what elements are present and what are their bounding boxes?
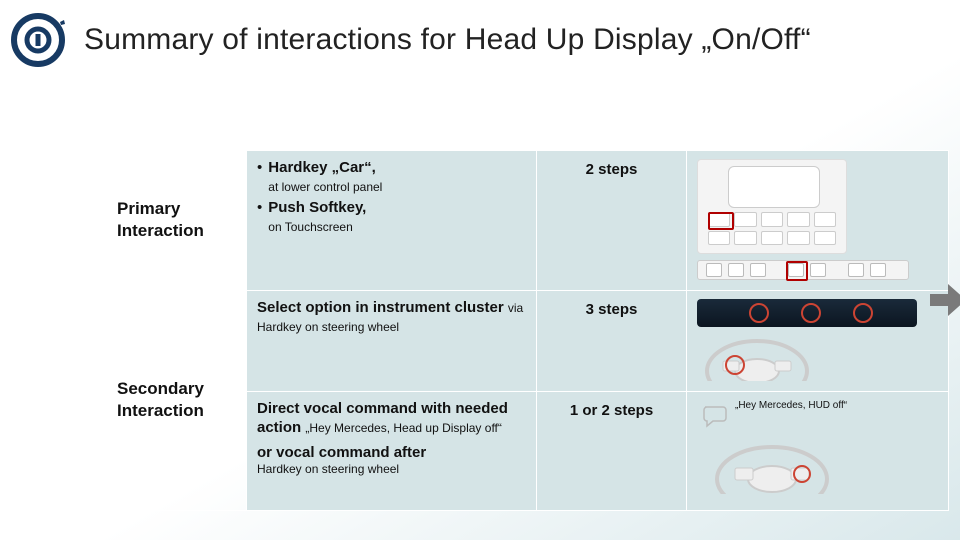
primary-bullet1-sub: at lower control panel xyxy=(268,180,382,195)
instrument-cluster-thumb-icon xyxy=(697,299,917,327)
touchscreen-thumb-icon xyxy=(697,159,847,254)
bullet-icon: • xyxy=(257,159,262,195)
interaction-table: Primary Interaction • Hardkey „Car“, at … xyxy=(106,150,948,511)
secondary-a-thumb-cell xyxy=(687,291,949,392)
secondary-b-steps: 1 or 2 steps xyxy=(537,392,687,511)
secondary-b-line2-tail: Hardkey on steering wheel xyxy=(257,462,526,477)
row-header-primary: Primary Interaction xyxy=(107,151,247,291)
steering-wheel-thumb-icon xyxy=(697,331,817,381)
primary-thumb-cell xyxy=(687,151,949,291)
row-header-secondary: Secondary Interaction xyxy=(107,291,247,511)
page-title: Summary of interactions for Head Up Disp… xyxy=(84,23,811,57)
control-panel-thumb-icon xyxy=(697,260,909,280)
primary-bullet2-sub: on Touchscreen xyxy=(268,220,366,235)
primary-bullet2: Push Softkey, xyxy=(268,199,366,216)
steering-wheel-thumb-icon xyxy=(707,434,837,494)
speech-bubble-icon xyxy=(701,404,729,428)
secondary-a-method-cell: Select option in instrument cluster via … xyxy=(247,291,537,392)
bullet-icon: • xyxy=(257,199,262,235)
primary-bullet1: Hardkey „Car“, xyxy=(268,159,376,176)
secondary-b-method-cell: Direct vocal command with needed action … xyxy=(247,392,537,511)
primary-method-cell: • Hardkey „Car“, at lower control panel … xyxy=(247,151,537,291)
secondary-a-steps: 3 steps xyxy=(537,291,687,392)
secondary-a-lead: Select option in instrument cluster xyxy=(257,299,504,316)
next-arrow-icon xyxy=(928,280,960,320)
slide-header: Summary of interactions for Head Up Disp… xyxy=(0,0,960,72)
company-logo-icon xyxy=(6,8,70,72)
primary-steps: 2 steps xyxy=(537,151,687,291)
secondary-b-thumb-cell: „Hey Mercedes, HUD off“ xyxy=(687,392,949,511)
secondary-b-line2: or vocal command after xyxy=(257,444,426,461)
secondary-b-line1-tail: „Hey Mercedes, Head up Display off“ xyxy=(305,421,502,435)
voice-caption: „Hey Mercedes, HUD off“ xyxy=(735,400,847,412)
